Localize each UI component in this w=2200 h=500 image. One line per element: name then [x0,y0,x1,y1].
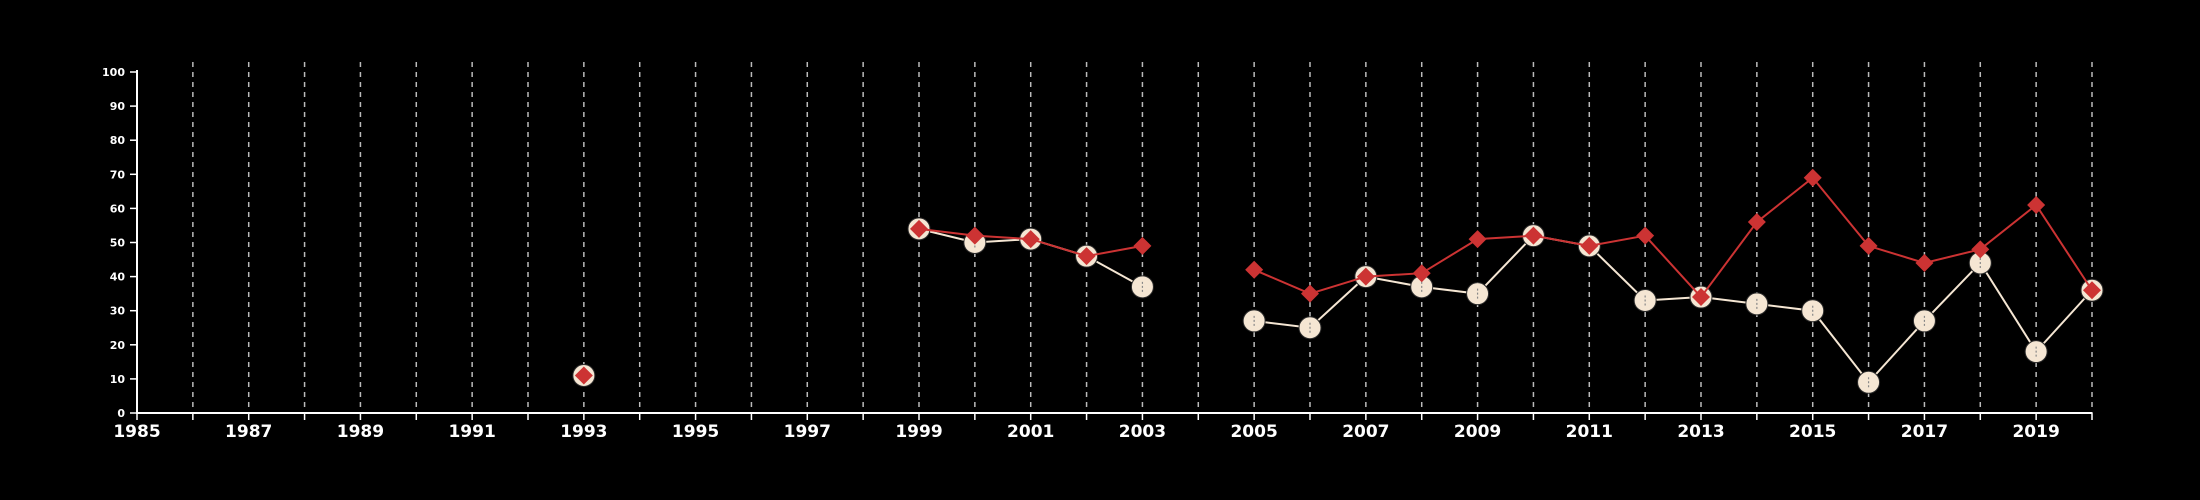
point-diamond-2007 [1356,267,1375,286]
x-tick-label-1987: 1987 [225,422,272,442]
point-diamond-2014 [1747,213,1766,232]
y-tick-label-50: 50 [110,237,126,250]
point-diamond-2008 [1412,264,1431,283]
point-diamond-1993 [574,366,593,385]
y-tick-label-10: 10 [110,373,126,386]
series-0-line-2 [1254,234,2093,384]
y-tick-label-40: 40 [110,271,126,284]
point-diamond-1999 [910,219,928,238]
point-diamond-2020 [2083,281,2101,300]
point-diamond-2015 [1803,168,1822,187]
y-tick-label-100: 100 [102,66,125,79]
x-tick-label-1989: 1989 [337,422,384,442]
point-diamond-2001 [1021,230,1040,249]
y-tick-label-60: 60 [110,202,126,215]
point-diamond-2012 [1636,226,1655,245]
point-diamond-2003 [1133,236,1152,255]
point-diamond-2011 [1580,236,1599,255]
y-tick-label-80: 80 [110,134,126,147]
x-tick-label-1997: 1997 [784,422,831,442]
y-tick-label-0: 0 [117,407,125,420]
y-tick-label-90: 90 [110,100,126,113]
gridlines [192,62,2093,413]
x-tick-label-2005: 2005 [1230,422,1277,442]
point-diamond-2010 [1524,226,1543,245]
series-1 [574,168,2101,385]
x-tick-label-2015: 2015 [1789,422,1836,442]
x-tick-label-2001: 2001 [1007,422,1054,442]
point-diamond-2016 [1859,236,1878,255]
series-1-line-2 [1253,176,2093,299]
axes: 0 10 20 30 40 50 60 70 80 90 100 1985 1987 1989 1991 19… [102,66,2093,442]
point-diamond-2005 [1245,260,1264,279]
point-diamond-2006 [1301,284,1319,303]
x-tick-label-2009: 2009 [1454,422,1501,442]
y-tick-label-70: 70 [110,168,126,181]
point-diamond-2018 [1971,240,1990,259]
x-tick-label-1999: 1999 [895,422,942,442]
point-diamond-2009 [1468,230,1487,249]
point-diamond-2002 [1077,247,1096,266]
x-tick-label-1995: 1995 [672,422,719,442]
x-tick-label-2017: 2017 [1901,422,1948,442]
x-tick-label-2013: 2013 [1677,422,1724,442]
x-tick-label-1993: 1993 [560,422,607,442]
point-diamond-2019 [2027,195,2046,214]
y-tick-label-30: 30 [110,305,126,318]
x-tick-label-2019: 2019 [2012,422,2059,442]
x-tick-label-1985: 1985 [113,422,160,442]
y-tick-label-20: 20 [110,339,126,352]
x-tick-label-2003: 2003 [1119,422,1166,442]
point-diamond-2013 [1692,288,1710,307]
x-tick-label-2007: 2007 [1342,422,1389,442]
series [572,168,2104,394]
point-diamond-2000 [965,226,984,245]
x-tick-label-1991: 1991 [448,422,495,442]
point-diamond-2017 [1915,253,1934,272]
x-tick-label-2011: 2011 [1566,422,1613,442]
